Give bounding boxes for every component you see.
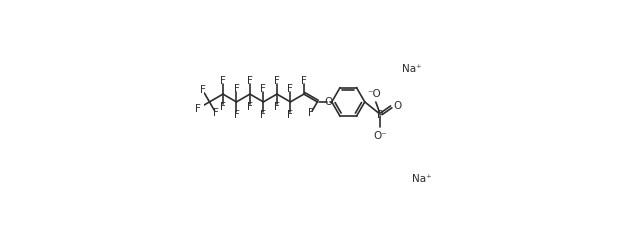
Text: F: F xyxy=(261,110,266,120)
Text: F: F xyxy=(200,85,206,95)
Text: F: F xyxy=(287,110,293,120)
Text: F: F xyxy=(220,102,226,112)
Text: F: F xyxy=(213,108,219,118)
Text: F: F xyxy=(308,108,313,118)
Text: F: F xyxy=(261,84,266,94)
Text: F: F xyxy=(274,76,280,86)
Text: F: F xyxy=(195,104,201,114)
Text: F: F xyxy=(220,76,226,86)
Text: O: O xyxy=(394,101,402,112)
Text: F: F xyxy=(274,102,280,112)
Text: Na⁺: Na⁺ xyxy=(412,174,432,184)
Text: ⁻O: ⁻O xyxy=(368,89,382,99)
Text: F: F xyxy=(287,84,293,94)
Text: F: F xyxy=(247,76,253,86)
Text: F: F xyxy=(247,102,253,112)
Text: F: F xyxy=(234,84,240,94)
Text: O: O xyxy=(324,97,333,107)
Text: F: F xyxy=(234,110,240,120)
Text: Na⁺: Na⁺ xyxy=(402,64,422,74)
Text: F: F xyxy=(301,76,307,86)
Text: P: P xyxy=(377,109,383,120)
Text: O⁻: O⁻ xyxy=(373,131,387,141)
